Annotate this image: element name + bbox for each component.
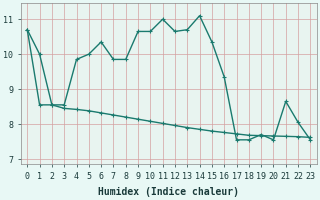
- X-axis label: Humidex (Indice chaleur): Humidex (Indice chaleur): [98, 186, 239, 197]
